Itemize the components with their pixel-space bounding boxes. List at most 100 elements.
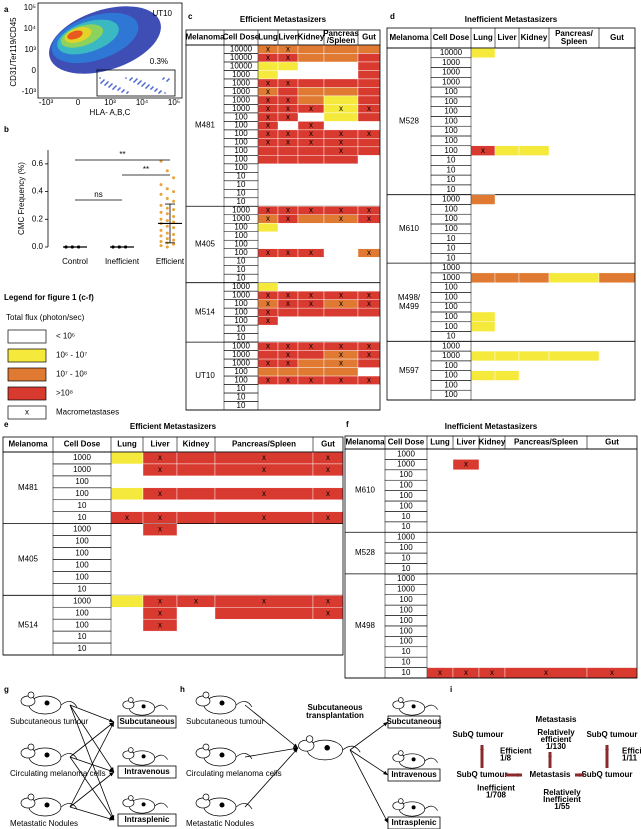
melanoma-label: M481 bbox=[18, 483, 39, 492]
legend-label: >10⁸ bbox=[56, 389, 73, 398]
cell-dose: 100 bbox=[234, 240, 248, 249]
data-point bbox=[165, 187, 169, 191]
cell-dose: 10000 bbox=[230, 44, 253, 53]
gated-event bbox=[143, 83, 145, 85]
gated-event bbox=[103, 79, 105, 81]
cell-dose: 100 bbox=[444, 97, 458, 106]
flux-cell bbox=[470, 370, 496, 381]
cell-dose: 100 bbox=[234, 316, 248, 325]
column-header: Kidney bbox=[521, 33, 548, 42]
flux-cell bbox=[323, 44, 359, 54]
cell-dose: 1000 bbox=[232, 206, 250, 215]
mouse-tumour bbox=[219, 700, 225, 706]
x-tick-label: Inefficient bbox=[105, 257, 140, 266]
flux-cell bbox=[176, 487, 216, 500]
rate-label: 1/708 bbox=[486, 791, 507, 800]
gated-event bbox=[102, 80, 104, 82]
source-label: Metastatic Nodules bbox=[10, 819, 78, 828]
y-tick-label: -10³ bbox=[22, 87, 37, 96]
data-point bbox=[165, 169, 169, 173]
target-label: Subcutaneous bbox=[386, 717, 442, 726]
panel-letter: f bbox=[346, 420, 349, 429]
gated-event bbox=[106, 82, 108, 84]
legend-swatch bbox=[7, 348, 47, 363]
flux-cell bbox=[323, 53, 359, 63]
flux-cell bbox=[494, 272, 520, 283]
significance-label: ** bbox=[143, 165, 149, 174]
flow-node: SubQ tumour bbox=[581, 770, 632, 779]
flux-cell bbox=[323, 155, 359, 165]
macrometastasis-mark: x bbox=[309, 129, 313, 138]
cell-dose: 100 bbox=[444, 87, 458, 96]
macrometastasis-mark: x bbox=[339, 138, 343, 147]
macrometastasis-mark: x bbox=[158, 525, 162, 534]
panel-letter: c bbox=[188, 12, 193, 21]
gated-event bbox=[160, 90, 162, 92]
gated-event bbox=[109, 85, 111, 87]
cell-dose: 100 bbox=[234, 307, 248, 316]
y-tick-label: 0 bbox=[32, 66, 37, 75]
macrometastasis-mark: x bbox=[367, 350, 371, 359]
flux-cell bbox=[357, 112, 381, 122]
macrometastasis-mark: x bbox=[339, 104, 343, 113]
cell-dose: 10 bbox=[402, 522, 411, 531]
y-tick-label: 0.0 bbox=[32, 242, 44, 251]
macrometastasis-mark: x bbox=[286, 291, 290, 300]
flux-cell bbox=[297, 78, 325, 88]
cell-dose: 1000 bbox=[73, 525, 91, 534]
cell-dose: 10 bbox=[237, 324, 246, 333]
macrometastasis-mark: x bbox=[481, 146, 485, 155]
cell-dose: 100 bbox=[444, 107, 458, 116]
column-header: Cell Dose bbox=[64, 440, 101, 449]
cell-dose: 1000 bbox=[232, 70, 250, 79]
rate-label: Efficient bbox=[622, 747, 641, 756]
mouse-ear bbox=[305, 735, 314, 743]
legend-swatch bbox=[7, 386, 47, 401]
flux-cell bbox=[297, 307, 325, 317]
melanoma-label: M528 bbox=[399, 116, 420, 125]
gated-event bbox=[123, 89, 125, 91]
macrometastasis-mark: x bbox=[266, 375, 270, 384]
cell-dose: 10 bbox=[237, 257, 246, 266]
cell-dose: 100 bbox=[444, 224, 458, 233]
flux-cell bbox=[518, 145, 550, 156]
flux-cell bbox=[357, 146, 381, 156]
arrow bbox=[244, 747, 299, 808]
mouse-tumour bbox=[141, 754, 146, 759]
macrometastasis-mark: x bbox=[262, 453, 266, 462]
legend-label: 10⁶ - 10⁷ bbox=[56, 351, 87, 360]
legend-subtitle: Total flux (photon/sec) bbox=[6, 313, 85, 322]
column-header: Lung bbox=[430, 438, 450, 447]
gated-event bbox=[108, 86, 110, 88]
macrometastasis-mark: x bbox=[438, 668, 442, 677]
macrometastasis-mark: x bbox=[262, 465, 266, 474]
cell-dose: 1000 bbox=[397, 574, 415, 583]
data-point bbox=[172, 199, 176, 203]
y-tick-label: 10³ bbox=[24, 45, 36, 54]
cell-dose: 100 bbox=[444, 136, 458, 145]
flux-cell bbox=[297, 248, 325, 258]
flux-cell bbox=[494, 145, 520, 156]
target-box bbox=[117, 715, 177, 729]
macrometastasis-mark: x bbox=[286, 95, 290, 104]
column-header: Gut bbox=[605, 438, 619, 447]
column-header: Pancreas/Spleen bbox=[514, 438, 578, 447]
legend-label: 10⁷ - 10⁸ bbox=[56, 370, 87, 379]
target-box bbox=[117, 765, 177, 779]
column-header: Pancreas/ bbox=[555, 29, 594, 38]
panel-letter: d bbox=[390, 12, 395, 21]
macrometastasis-mark: x bbox=[309, 206, 313, 215]
gated-event bbox=[158, 92, 160, 94]
mouse-tumour bbox=[219, 802, 225, 808]
cell-dose: 100 bbox=[75, 549, 89, 558]
column-header: Melanoma bbox=[185, 33, 225, 42]
column-header: Liver bbox=[456, 438, 475, 447]
macrometastasis-mark: x bbox=[367, 214, 371, 223]
macrometastasis-mark: x bbox=[339, 375, 343, 384]
cell-dose: 100 bbox=[399, 481, 413, 490]
macrometastasis-mark: x bbox=[286, 44, 290, 53]
data-point bbox=[165, 212, 169, 216]
column-header: Melanoma bbox=[8, 440, 48, 449]
gated-event bbox=[101, 81, 103, 83]
melanoma-label: M499 bbox=[399, 302, 420, 311]
